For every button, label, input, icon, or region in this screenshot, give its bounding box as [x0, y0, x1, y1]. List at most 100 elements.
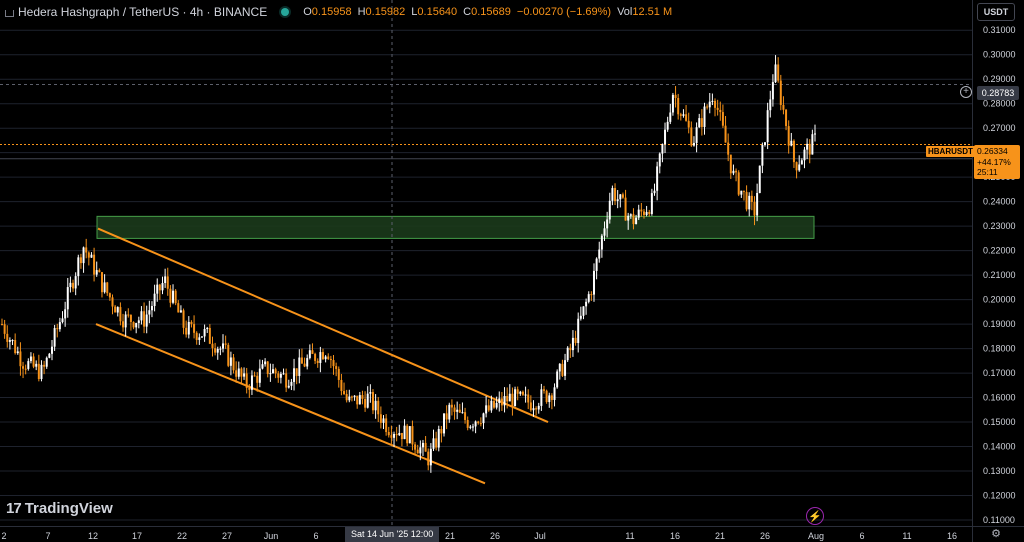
candle-body — [479, 423, 482, 425]
candle-body — [535, 408, 538, 410]
price-tick-label: 0.17000 — [983, 368, 1016, 378]
chart-plot[interactable] — [0, 0, 972, 526]
candle-body — [232, 357, 235, 371]
time-tick-label: 26 — [490, 531, 500, 541]
candle-body — [503, 395, 506, 406]
candle-body — [177, 303, 180, 313]
candle-body — [671, 94, 674, 113]
candle-body — [145, 314, 148, 327]
add-alert-icon[interactable]: + — [960, 86, 972, 98]
candle-body — [245, 373, 248, 388]
candle-body — [272, 369, 274, 374]
candle-body — [211, 343, 214, 349]
candle-body — [611, 188, 614, 201]
ohlc-key: L — [411, 6, 418, 18]
candle-body — [137, 320, 140, 324]
candle-body — [561, 363, 564, 376]
candle-body — [319, 352, 322, 363]
candle-body — [661, 144, 664, 154]
candle-body — [640, 209, 643, 212]
lightning-icon[interactable]: ⚡ — [806, 507, 824, 525]
candle-body — [111, 297, 114, 307]
candle-body — [719, 109, 722, 113]
price-tick-label: 0.29000 — [983, 74, 1016, 84]
time-tick-label: 22 — [177, 531, 187, 541]
candle-body — [637, 209, 640, 218]
candle-body — [361, 395, 364, 399]
candle-body — [37, 363, 40, 380]
candle-body — [143, 311, 146, 327]
candle-body — [658, 153, 661, 167]
gear-icon[interactable]: ⚙ — [991, 528, 1001, 540]
price-axis[interactable]: 0.310000.300000.290000.280000.270000.260… — [972, 0, 1024, 526]
candle-body — [558, 363, 561, 372]
candle-body — [735, 170, 738, 173]
candle-body — [603, 228, 606, 236]
candle-body — [616, 199, 619, 201]
candle-body — [282, 373, 285, 375]
candle-body — [377, 400, 380, 415]
candle-body — [366, 393, 369, 408]
tradingview-logo[interactable]: 17 TradingView — [6, 500, 113, 517]
candle-body — [398, 432, 401, 436]
candle-body — [569, 347, 572, 351]
currency-button[interactable]: USDT — [977, 3, 1015, 21]
candle-body — [769, 99, 772, 111]
candle-body — [461, 412, 464, 414]
candle-body — [506, 395, 509, 402]
candle-body — [408, 426, 411, 444]
candle-body — [129, 314, 132, 322]
candle-body — [19, 351, 22, 367]
candle-body — [700, 118, 703, 127]
candle-body — [374, 400, 377, 411]
candle-body — [803, 149, 806, 161]
candle-body — [32, 356, 35, 367]
candle-body — [219, 348, 222, 350]
candle-body — [495, 403, 498, 408]
candle-body — [477, 421, 480, 424]
chart-canvas[interactable] — [0, 0, 972, 526]
candle-body — [571, 337, 574, 351]
candle-body — [64, 309, 67, 319]
candle-body — [369, 392, 372, 394]
price-tick-label: 0.13000 — [983, 466, 1016, 476]
candle-body — [777, 64, 780, 81]
market-status-icon[interactable] — [281, 8, 290, 16]
candle-body — [66, 287, 69, 310]
candle-body — [487, 405, 490, 411]
candle-body — [566, 347, 569, 361]
symbol-title[interactable]: Hedera Hashgraph / TetherUS · 4h · BINAN… — [18, 5, 268, 19]
candle-body — [169, 288, 172, 303]
candle-body — [295, 368, 298, 376]
last-price-change: +44.17% — [977, 156, 1011, 167]
candle-body — [490, 400, 493, 411]
time-axis[interactable]: 2712172227Jun611162126Jul11162126Aug6111… — [0, 526, 972, 542]
candle-body — [321, 352, 324, 360]
ohlc-value: 0.15689 — [471, 6, 511, 18]
candle-body — [206, 327, 209, 330]
candle-body — [332, 360, 335, 367]
candle-body — [182, 310, 185, 328]
support-zone — [96, 215, 815, 239]
last-price-label: 0.26334 +44.17% 25:11 — [974, 145, 1020, 179]
candle-body — [69, 282, 72, 288]
candle-body — [329, 358, 332, 361]
time-tick-label: 26 — [760, 531, 770, 541]
tradingview-logo-text: TradingView — [24, 500, 113, 517]
candle-body — [708, 101, 711, 108]
candle-body — [553, 387, 556, 400]
candle-body — [545, 390, 548, 403]
price-tick-label: 0.19000 — [983, 319, 1016, 329]
candle-body — [795, 162, 798, 171]
candle-body — [714, 100, 717, 108]
candle-body — [432, 438, 435, 449]
price-tick-label: 0.16000 — [983, 393, 1016, 403]
candle-body — [642, 211, 645, 215]
candle-body — [548, 395, 551, 403]
price-tick-label: 0.21000 — [983, 270, 1016, 280]
candle-body — [300, 357, 303, 364]
candle-body — [174, 290, 177, 304]
candles — [1, 55, 816, 473]
candle-body — [3, 324, 6, 334]
candle-body — [498, 398, 501, 404]
